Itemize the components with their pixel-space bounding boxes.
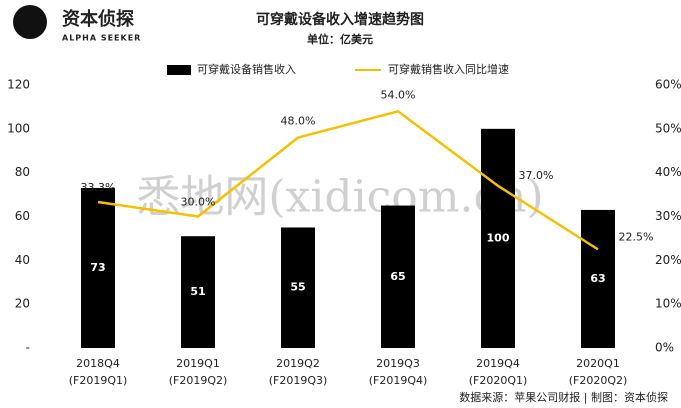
legend-swatch <box>167 65 191 75</box>
y-tick-label: 40% <box>655 165 681 179</box>
x-tick-sublabel: (F2020Q1) <box>469 374 528 387</box>
y-tick-label: 80 <box>15 165 30 179</box>
legend-label: 可穿戴销售收入同比增速 <box>388 62 509 76</box>
x-tick-label: 2019Q1 <box>176 357 220 370</box>
legend-label: 可穿戴设备销售收入 <box>197 62 296 76</box>
line-label: 54.0% <box>381 88 416 101</box>
bar <box>281 227 315 348</box>
x-tick-sublabel: (F2019Q4) <box>369 374 428 387</box>
chart-subtitle: 单位：亿美元 <box>307 32 373 46</box>
x-tick-label: 2019Q4 <box>476 357 520 370</box>
line-label: 33.3% <box>81 181 116 194</box>
line-label: 48.0% <box>281 115 316 128</box>
watermark: 悉地网(xidicom.cn) <box>136 172 543 223</box>
source: 数据来源：苹果公司财报 | 制图：资本侦探 <box>459 390 668 404</box>
y-tick-label: 30% <box>655 209 681 223</box>
x-tick-label: 2020Q1 <box>576 357 620 370</box>
bar-label: 73 <box>90 261 105 274</box>
x-tick-label: 2019Q3 <box>376 357 420 370</box>
bar <box>481 128 515 348</box>
y-tick-label: - <box>26 341 30 355</box>
bar <box>581 209 615 348</box>
bar <box>181 236 215 348</box>
brand-name: 资本侦探 <box>62 8 135 30</box>
y-tick-label: 120 <box>7 78 30 92</box>
y-tick-label: 20 <box>15 297 30 311</box>
y-tick-label: 20% <box>655 253 681 267</box>
y-tick-label: 0% <box>655 341 674 355</box>
bar <box>81 188 115 348</box>
line-label: 22.5% <box>619 230 654 243</box>
x-tick-label: 2019Q2 <box>276 357 320 370</box>
line-label: 30.0% <box>181 196 216 209</box>
bar-label: 55 <box>290 281 305 294</box>
bar <box>381 205 415 348</box>
y-tick-label: 60 <box>15 209 30 223</box>
y-tick-label: 50% <box>655 121 681 135</box>
bar-label: 51 <box>190 285 205 298</box>
bar-label: 65 <box>390 270 405 283</box>
x-tick-sublabel: (F2019Q1) <box>69 374 128 387</box>
x-tick-sublabel: (F2019Q3) <box>269 374 328 387</box>
chart-title: 可穿戴设备收入增速趋势图 <box>256 11 424 28</box>
y-tick-label: 10% <box>655 297 681 311</box>
bar-label: 100 <box>487 231 510 244</box>
brand-tagline: ALPHA SEEKER <box>62 34 141 43</box>
x-tick-label: 2018Q4 <box>76 357 120 370</box>
line <box>97 109 599 251</box>
line-label: 37.0% <box>519 169 554 182</box>
x-tick-sublabel: (F2019Q2) <box>169 374 228 387</box>
x-tick-sublabel: (F2020Q2) <box>569 374 628 387</box>
bar-label: 63 <box>590 272 605 285</box>
y-tick-label: 60% <box>655 78 681 92</box>
y-tick-label: 100 <box>7 121 30 135</box>
logo-icon <box>13 5 47 39</box>
y-tick-label: 40 <box>15 253 30 267</box>
